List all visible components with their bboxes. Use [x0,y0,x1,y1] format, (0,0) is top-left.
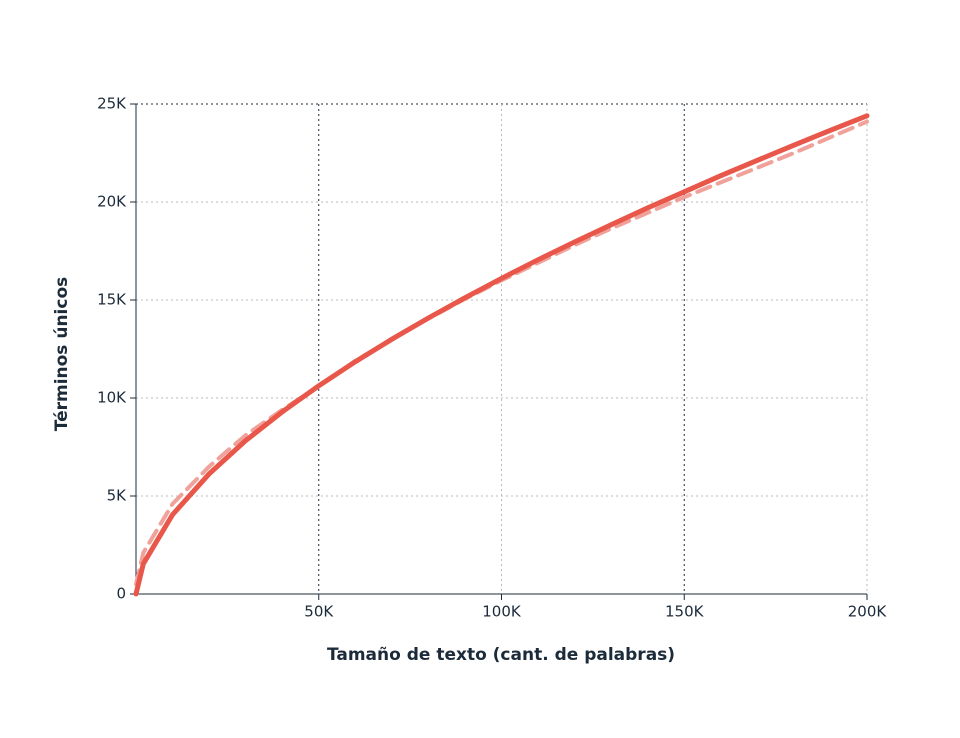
y-axis-label: Términos únicos [52,277,72,432]
x-tick-label: 50K [304,603,334,621]
y-tick-label: 0 [116,585,126,603]
y-tick-label: 15K [97,291,127,309]
y-tick-label: 25K [97,95,127,113]
x-tick-label: 100K [482,603,522,621]
y-tick-label: 20K [97,193,127,211]
y-tick-label: 5K [107,487,128,505]
x-tick-label: 200K [848,603,888,621]
x-axis-label: Tamaño de texto (cant. de palabras) [327,645,675,665]
y-tick-label: 10K [97,389,127,407]
x-tick-label: 150K [665,603,705,621]
series-line [133,113,870,597]
